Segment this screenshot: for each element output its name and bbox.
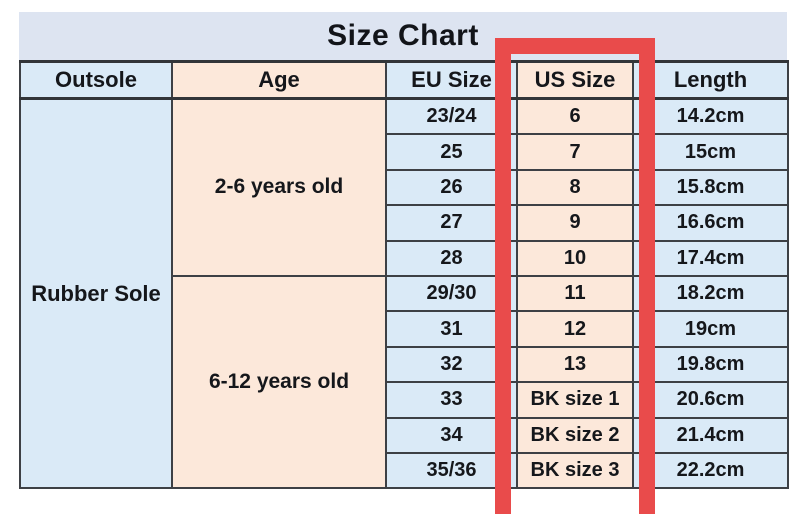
cell-eu-size: 34 (385, 416, 518, 454)
cell-length: 14.2cm (632, 97, 789, 136)
cell-us-size: 12 (516, 310, 634, 348)
age-group-cell: 6-12 years old (171, 274, 387, 490)
cell-eu-size: 28 (385, 239, 518, 277)
table-row: 33 BK size 1 20.6cm (20, 381, 789, 419)
table-row: 27 9 16.6cm (20, 204, 789, 242)
outsole-cell: Rubber Sole (19, 97, 173, 490)
cell-length: 18.2cm (632, 274, 789, 313)
column-header-outsole: Outsole (19, 60, 173, 100)
cell-eu-size: 29/30 (385, 274, 518, 313)
cell-eu-size: 33 (385, 381, 518, 419)
column-header-age: Age (171, 60, 387, 100)
cell-length: 22.2cm (632, 451, 789, 490)
size-chart-table: Outsole Age EU Size US Size Length Rubbe… (19, 60, 789, 490)
cell-us-size: 9 (516, 204, 634, 242)
cell-length: 19.8cm (632, 345, 789, 384)
cell-us-size: 8 (516, 168, 634, 207)
cell-length: 20.6cm (632, 381, 789, 419)
cell-us-size: BK size 2 (516, 416, 634, 454)
cell-eu-size: 23/24 (385, 97, 518, 136)
table-row: 35/36 BK size 3 22.2cm (20, 451, 789, 490)
header-row: Outsole Age EU Size US Size Length (19, 60, 789, 100)
cell-length: 15.8cm (632, 168, 789, 207)
column-header-us-size: US Size (516, 60, 634, 100)
cell-length: 21.4cm (632, 416, 789, 454)
cell-us-size: 13 (516, 345, 634, 384)
column-header-eu-size: EU Size (385, 60, 518, 100)
cell-eu-size: 31 (385, 310, 518, 348)
page-title: Size Chart (19, 12, 787, 60)
cell-length: 17.4cm (632, 239, 789, 277)
column-header-length: Length (632, 60, 789, 100)
cell-eu-size: 26 (385, 168, 518, 207)
cell-eu-size: 32 (385, 345, 518, 384)
cell-us-size: 10 (516, 239, 634, 277)
table-row: 34 BK size 2 21.4cm (20, 416, 789, 454)
cell-length: 16.6cm (632, 204, 789, 242)
table-row: Rubber Sole 2-6 years old 23/24 6 14.2cm (19, 97, 789, 490)
age-group-cell: 2-6 years old (171, 97, 387, 277)
table-row: 26 8 15.8cm (20, 168, 789, 207)
cell-eu-size: 27 (385, 204, 518, 242)
cell-us-size: 6 (516, 97, 634, 136)
cell-eu-size: 35/36 (385, 451, 518, 490)
cell-eu-size: 25 (385, 133, 518, 171)
cell-us-size: 7 (516, 133, 634, 171)
cell-length: 19cm (632, 310, 789, 348)
cell-length: 15cm (632, 133, 789, 171)
cell-us-size: BK size 3 (516, 451, 634, 490)
table-row: 25 7 15cm (20, 133, 789, 171)
cell-us-size: BK size 1 (516, 381, 634, 419)
cell-us-size: 11 (516, 274, 634, 313)
